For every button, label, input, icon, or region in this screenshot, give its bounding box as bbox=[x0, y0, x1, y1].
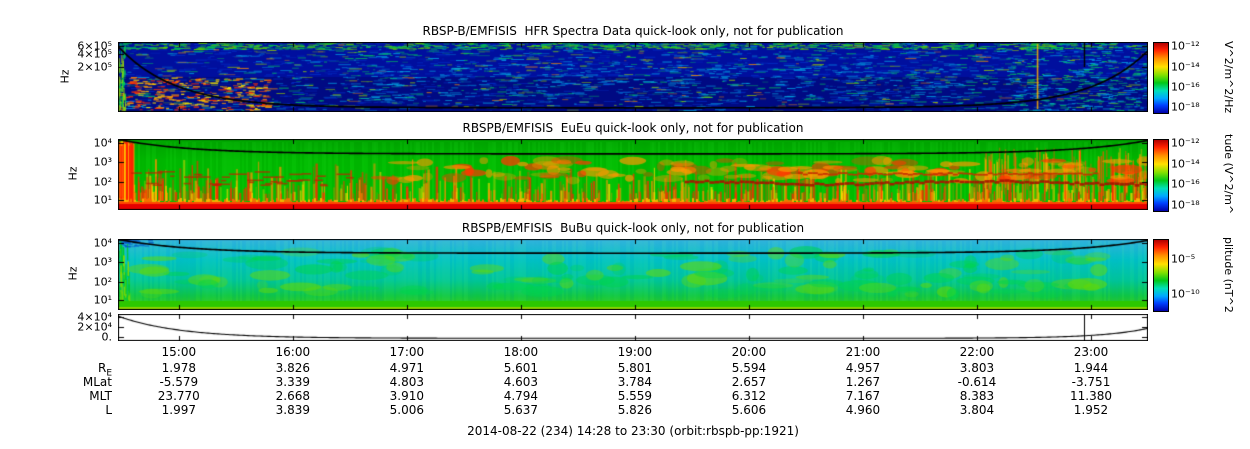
ephemeris-value: 5.594 bbox=[731, 361, 767, 375]
hfr-spectrogram bbox=[118, 42, 1148, 112]
ephemeris-value: 1.267 bbox=[845, 375, 881, 389]
panel3-colorbar-tick-label: 10⁻⁵ bbox=[1171, 252, 1196, 266]
time-tick-label: 21:00 bbox=[845, 345, 881, 359]
ephemeris-value: 1.978 bbox=[161, 361, 196, 375]
panel4-ytick-label: 4×10⁴ bbox=[77, 310, 112, 324]
panel2-ytick-label: 10³ bbox=[93, 155, 112, 169]
ephemeris-value: 5.006 bbox=[389, 403, 425, 417]
ephemeris-value: -3.751 bbox=[1071, 375, 1111, 389]
ephemeris-row-label-mlat: MLat bbox=[0, 375, 112, 389]
panel4-ytick-label: 0. bbox=[101, 330, 113, 344]
panel2-colorbar-tick-label: 10⁻¹⁶ bbox=[1171, 177, 1200, 191]
ephemeris-value: 5.826 bbox=[617, 403, 653, 417]
ephemeris-row-label-mlt: MLT bbox=[0, 389, 112, 403]
panel2-ytick-label: 10⁴ bbox=[93, 136, 112, 150]
time-tick-label: 20:00 bbox=[731, 345, 767, 359]
panel3-colorbar-tick-label: 10⁻¹⁰ bbox=[1171, 287, 1200, 301]
panel1-colorbar-tick-label: 10⁻¹² bbox=[1171, 39, 1200, 52]
time-tick-label: 19:00 bbox=[617, 345, 653, 359]
ephemeris-value: 3.839 bbox=[275, 403, 311, 417]
ephemeris-value: 3.339 bbox=[275, 375, 311, 389]
ephemeris-row-label-text: L bbox=[105, 403, 112, 417]
ephemeris-value: 11.380 bbox=[1069, 389, 1112, 403]
ephemeris-value: -0.614 bbox=[957, 375, 997, 389]
ephemeris-value: 1.952 bbox=[1073, 403, 1109, 417]
ephemeris-value: 3.826 bbox=[275, 361, 311, 375]
ephemeris-value: 4.957 bbox=[845, 361, 881, 375]
eueu-spectrogram bbox=[118, 139, 1148, 210]
ephemeris-value: 4.794 bbox=[503, 389, 539, 403]
bubu-colorbar-title: plitude (nT^2 bbox=[1222, 236, 1235, 313]
eueu-colorbar bbox=[1153, 139, 1169, 212]
panel1-ytick-label: 2×10⁵ bbox=[77, 60, 112, 73]
field-magnitude-lineplot bbox=[118, 314, 1148, 341]
ephemeris-value: 5.601 bbox=[503, 361, 539, 375]
panel3-ytick-label: 10⁴ bbox=[93, 236, 112, 250]
ephemeris-value: 5.637 bbox=[503, 403, 539, 417]
panel2-ytick-label: 10¹ bbox=[93, 193, 112, 207]
panel1-ytick-label: 4×10⁵ bbox=[77, 47, 112, 61]
ephemeris-value: 3.804 bbox=[959, 403, 995, 417]
time-tick-label: 17:00 bbox=[389, 345, 425, 359]
bubu-panel-title: RBSPB/EMFISIS BuBu quick-look only, not … bbox=[461, 221, 805, 235]
hfr-colorbar bbox=[1153, 42, 1169, 114]
time-range-caption: 2014-08-22 (234) 14:28 to 23:30 (orbit:r… bbox=[467, 424, 799, 438]
ephemeris-value: 3.910 bbox=[389, 389, 425, 403]
ephemeris-value: 3.784 bbox=[617, 375, 653, 389]
ephemeris-value: 1.944 bbox=[1073, 361, 1109, 375]
panel3-ytick-label: 10³ bbox=[93, 255, 112, 269]
ephemeris-value: 2.657 bbox=[731, 375, 767, 389]
ephemeris-value: 1.997 bbox=[161, 403, 196, 417]
bubu-colorbar bbox=[1153, 239, 1169, 312]
ephemeris-value: 5.606 bbox=[731, 403, 767, 417]
ephemeris-row-label-text: MLat bbox=[82, 375, 112, 389]
bubu-spectrogram bbox=[118, 239, 1148, 310]
ephemeris-value: 7.167 bbox=[845, 389, 881, 403]
panel2-colorbar-tick-label: 10⁻¹² bbox=[1171, 136, 1200, 150]
ephemeris-value: 4.803 bbox=[389, 375, 425, 389]
ephemeris-value: 4.960 bbox=[845, 403, 881, 417]
panel4-ytick-label: 2×10⁴ bbox=[77, 320, 112, 334]
panel3-ytick-label: 10² bbox=[93, 275, 112, 289]
ephemeris-value: -5.579 bbox=[159, 375, 199, 389]
panel1-ytick-label: 6×10⁵ bbox=[77, 39, 112, 52]
panel1-colorbar-tick-label: 10⁻¹⁶ bbox=[1171, 80, 1200, 94]
panel1-colorbar-tick-label: 10⁻¹⁴ bbox=[1171, 60, 1200, 73]
panel2-colorbar-tick-label: 10⁻¹⁸ bbox=[1171, 198, 1200, 212]
time-tick-label: 15:00 bbox=[161, 345, 197, 359]
ephemeris-value: 23.770 bbox=[157, 389, 200, 403]
panel1-colorbar-tick-label: 10⁻¹⁸ bbox=[1171, 100, 1200, 114]
ephemeris-value: 5.559 bbox=[617, 389, 653, 403]
ephemeris-row-label-l: L bbox=[0, 403, 112, 417]
time-tick-label: 23:00 bbox=[1073, 345, 1109, 359]
eueu-colorbar-title: tude (V^2/m^ bbox=[1222, 134, 1235, 215]
ephemeris-value: 5.801 bbox=[617, 361, 653, 375]
ephemeris-value: 2.668 bbox=[275, 389, 311, 403]
hfr-colorbar-title: V^2/m^2/Hz bbox=[1222, 40, 1235, 114]
ephemeris-row-label-text: R bbox=[97, 361, 107, 375]
panel3-ytick-label: 10¹ bbox=[93, 293, 112, 307]
ephemeris-value: 3.803 bbox=[959, 361, 995, 375]
time-tick-label: 18:00 bbox=[503, 345, 539, 359]
ephemeris-row-label-r: RE bbox=[0, 361, 112, 378]
time-tick-label: 16:00 bbox=[275, 345, 311, 359]
time-tick-label: 22:00 bbox=[959, 345, 995, 359]
panel2-ytick-label: 10² bbox=[93, 175, 112, 189]
ephemeris-value: 6.312 bbox=[731, 389, 767, 403]
panel2-colorbar-tick-label: 10⁻¹⁴ bbox=[1171, 157, 1200, 171]
ephemeris-value: 4.603 bbox=[503, 375, 539, 389]
ephemeris-value: 4.971 bbox=[389, 361, 425, 375]
eueu-panel-title: RBSPB/EMFISIS EuEu quick-look only, not … bbox=[462, 121, 804, 135]
ephemeris-row-label-sub: E bbox=[106, 368, 112, 379]
ephemeris-row-label-text: MLT bbox=[89, 389, 112, 403]
hfr-panel-title: RBSP-B/EMFISIS HFR Spectra Data quick-lo… bbox=[422, 24, 844, 38]
ephemeris-value: 8.383 bbox=[959, 389, 995, 403]
